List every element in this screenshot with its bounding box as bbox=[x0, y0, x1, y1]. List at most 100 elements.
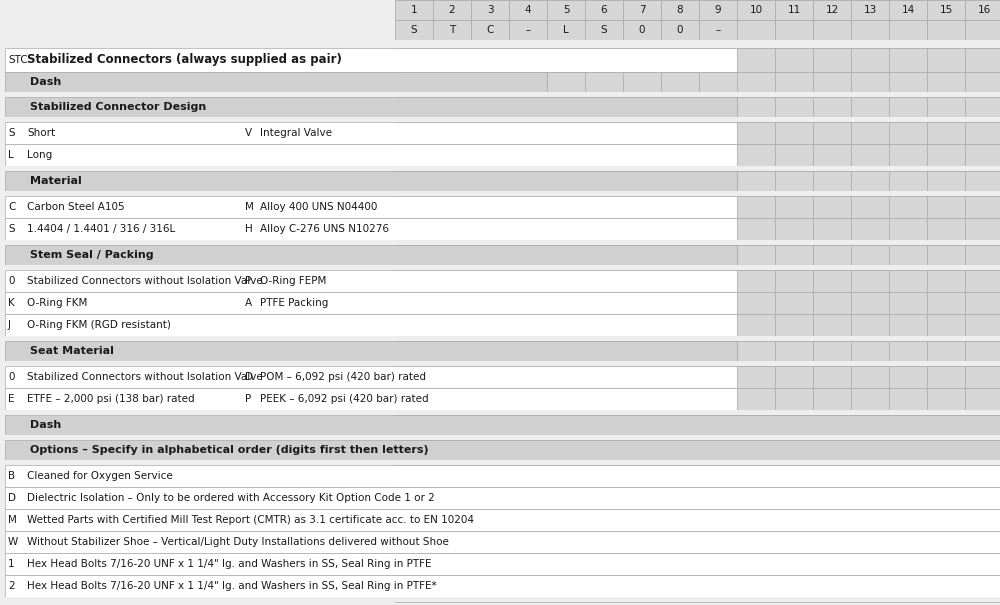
Bar bbox=[5, 388, 737, 410]
Bar bbox=[661, 117, 699, 122]
Bar bbox=[927, 440, 965, 460]
Bar bbox=[471, 144, 509, 166]
Bar bbox=[965, 270, 1000, 292]
Bar bbox=[623, 240, 661, 245]
Bar bbox=[813, 597, 851, 602]
Bar bbox=[471, 20, 509, 40]
Bar bbox=[471, 435, 509, 440]
Text: S: S bbox=[8, 224, 15, 234]
Text: Hex Head Bolts 7/16-20 UNF x 1 1/4" lg. and Washers in SS, Seal Ring in PTFE: Hex Head Bolts 7/16-20 UNF x 1 1/4" lg. … bbox=[27, 559, 432, 569]
Bar bbox=[775, 265, 813, 270]
Bar bbox=[965, 314, 1000, 336]
Bar bbox=[737, 597, 775, 602]
Bar bbox=[699, 440, 737, 460]
Text: 0: 0 bbox=[8, 276, 14, 286]
Text: ETFE – 2,000 psi (138 bar) rated: ETFE – 2,000 psi (138 bar) rated bbox=[27, 394, 195, 404]
Bar bbox=[851, 191, 889, 196]
Bar bbox=[965, 460, 1000, 465]
Bar bbox=[547, 0, 585, 20]
Bar bbox=[775, 191, 813, 196]
Bar bbox=[851, 92, 889, 97]
Bar bbox=[927, 20, 965, 40]
Bar bbox=[5, 487, 1000, 509]
Bar bbox=[395, 336, 433, 341]
Bar bbox=[851, 361, 889, 366]
Bar bbox=[5, 270, 737, 292]
Bar bbox=[965, 415, 1000, 435]
Bar bbox=[737, 487, 775, 509]
Text: 14: 14 bbox=[901, 5, 915, 15]
Bar bbox=[547, 341, 585, 361]
Bar bbox=[585, 361, 623, 366]
Bar bbox=[5, 465, 1000, 487]
Bar bbox=[813, 314, 851, 336]
Bar bbox=[851, 292, 889, 314]
Bar bbox=[775, 171, 813, 191]
Bar bbox=[433, 144, 471, 166]
Bar bbox=[585, 366, 623, 388]
Bar bbox=[5, 191, 1000, 196]
Bar bbox=[775, 336, 813, 341]
Bar bbox=[5, 166, 1000, 171]
Bar bbox=[5, 218, 737, 240]
Text: 10: 10 bbox=[749, 5, 763, 15]
Bar bbox=[5, 336, 1000, 341]
Bar bbox=[661, 575, 699, 597]
Bar bbox=[737, 575, 775, 597]
Bar bbox=[965, 265, 1000, 270]
Bar bbox=[889, 0, 927, 20]
Bar bbox=[433, 166, 471, 171]
Bar bbox=[889, 336, 927, 341]
Bar bbox=[775, 92, 813, 97]
Bar bbox=[623, 336, 661, 341]
Bar bbox=[889, 40, 927, 48]
Text: 16: 16 bbox=[977, 5, 991, 15]
Bar bbox=[927, 388, 965, 410]
Bar bbox=[585, 292, 623, 314]
Bar bbox=[661, 388, 699, 410]
Text: C: C bbox=[8, 202, 15, 212]
Bar bbox=[395, 465, 433, 487]
Bar bbox=[965, 196, 1000, 218]
Bar bbox=[471, 40, 509, 48]
Bar bbox=[699, 191, 737, 196]
Bar bbox=[927, 196, 965, 218]
Text: Integral Valve: Integral Valve bbox=[260, 128, 332, 138]
Bar bbox=[623, 92, 661, 97]
Bar bbox=[699, 487, 737, 509]
Bar bbox=[661, 410, 699, 415]
Bar bbox=[585, 171, 623, 191]
Bar bbox=[471, 336, 509, 341]
Bar bbox=[661, 48, 699, 72]
Bar bbox=[585, 410, 623, 415]
Bar bbox=[927, 191, 965, 196]
Bar bbox=[813, 171, 851, 191]
Bar bbox=[395, 117, 433, 122]
Bar bbox=[965, 487, 1000, 509]
Bar bbox=[699, 196, 737, 218]
Bar bbox=[585, 388, 623, 410]
Bar bbox=[509, 97, 547, 117]
Bar bbox=[433, 245, 471, 265]
Bar bbox=[433, 48, 471, 72]
Bar bbox=[889, 144, 927, 166]
Bar bbox=[471, 218, 509, 240]
Text: PTFE Packing: PTFE Packing bbox=[260, 298, 328, 308]
Bar bbox=[509, 265, 547, 270]
Text: Dash: Dash bbox=[30, 77, 61, 87]
Bar bbox=[585, 270, 623, 292]
Bar bbox=[623, 0, 661, 20]
Bar bbox=[509, 314, 547, 336]
Bar bbox=[775, 245, 813, 265]
Bar bbox=[889, 435, 927, 440]
Bar bbox=[813, 465, 851, 487]
Bar bbox=[965, 240, 1000, 245]
Bar bbox=[471, 196, 509, 218]
Bar bbox=[395, 20, 433, 40]
Text: O-Ring FKM: O-Ring FKM bbox=[27, 298, 87, 308]
Bar bbox=[395, 553, 433, 575]
Bar bbox=[661, 292, 699, 314]
Bar bbox=[737, 144, 775, 166]
Bar bbox=[699, 72, 737, 92]
Bar bbox=[699, 388, 737, 410]
